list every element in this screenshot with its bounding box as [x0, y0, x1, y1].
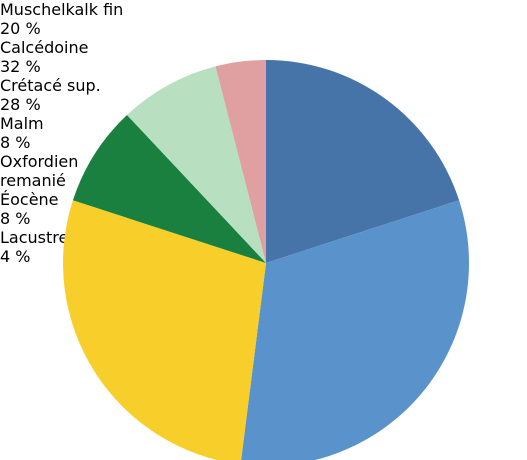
- category-label: Oxfordien remanié Éocène: [0, 152, 79, 209]
- value-label: 4 %: [0, 247, 31, 266]
- slice-label: Malm 8 %: [0, 114, 527, 152]
- category-label: Malm: [0, 114, 44, 133]
- value-label: 20 %: [0, 19, 41, 38]
- value-label: 32 %: [0, 57, 41, 76]
- pie-slice: [63, 200, 266, 460]
- category-label: Calcédoine: [0, 38, 89, 57]
- pie-slice: [127, 66, 267, 263]
- slice-label: Calcédoine 32 %: [0, 38, 527, 76]
- pie-slice: [266, 60, 460, 263]
- slice-label: Oxfordien remanié Éocène 8 %: [0, 152, 527, 228]
- category-label: Lacustre: [0, 228, 69, 247]
- slice-label: Muschelkalk fin 20 %: [0, 0, 527, 38]
- pie-slice: [241, 200, 469, 460]
- slice-label: Crétacé sup. 28 %: [0, 76, 527, 114]
- pie-slice: [215, 60, 266, 263]
- value-label: 8 %: [0, 209, 31, 228]
- slice-label: Lacustre 4 %: [0, 228, 527, 266]
- pie-slice: [72, 115, 267, 263]
- value-label: 8 %: [0, 133, 31, 152]
- value-label: 28 %: [0, 95, 41, 114]
- category-label: Muschelkalk fin: [0, 0, 124, 19]
- category-label: Crétacé sup.: [0, 76, 101, 95]
